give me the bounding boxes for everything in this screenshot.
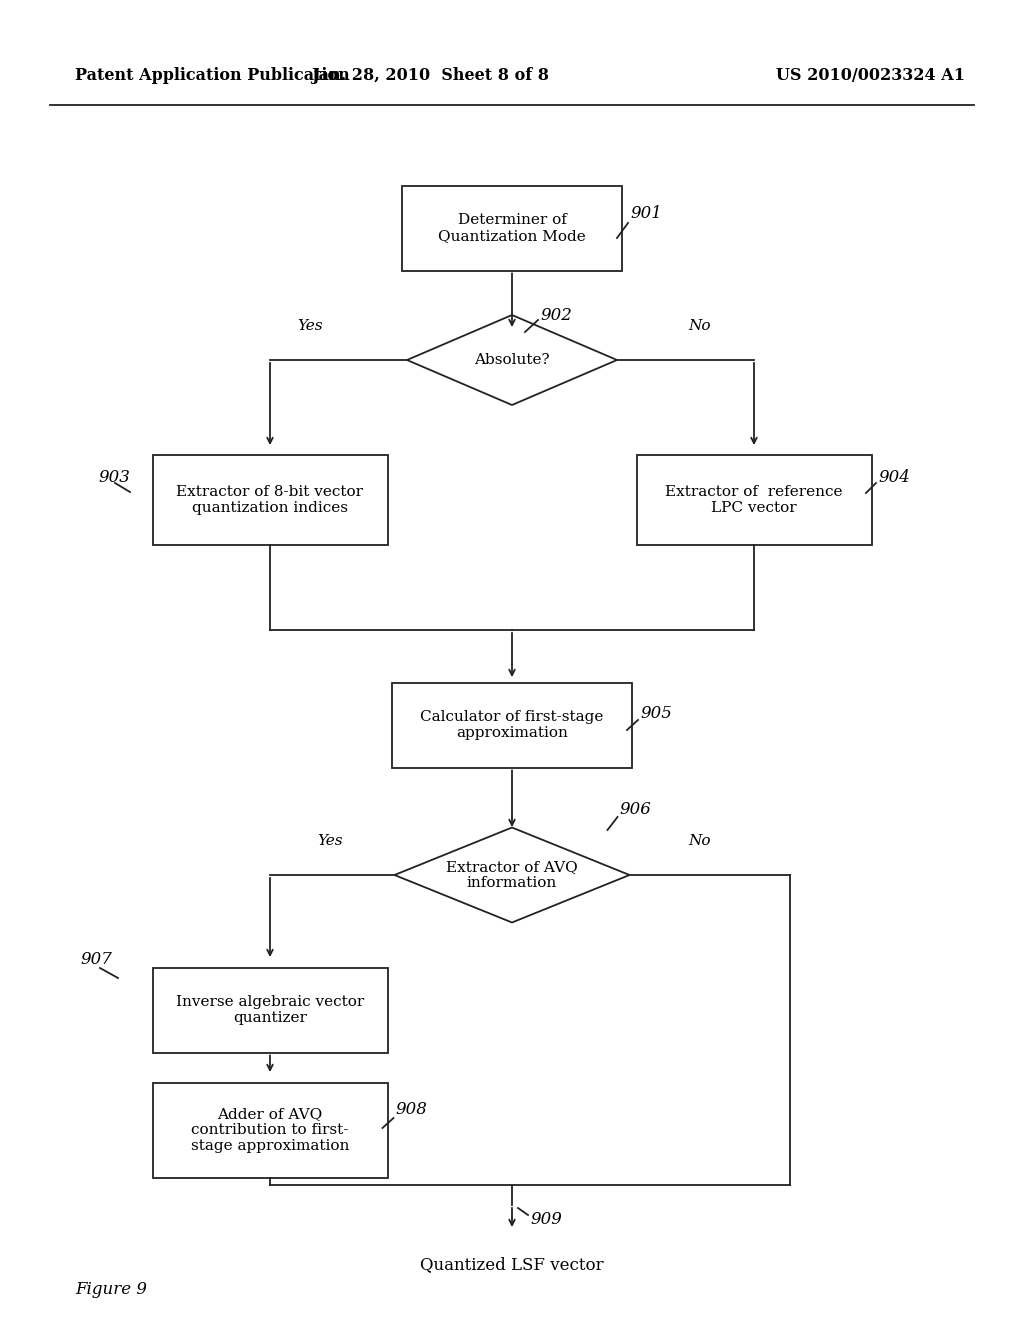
Text: 905: 905 [640, 705, 672, 722]
Text: 906: 906 [620, 801, 651, 818]
Text: Yes: Yes [317, 834, 343, 847]
Text: Quantized LSF vector: Quantized LSF vector [420, 1257, 604, 1274]
Text: 908: 908 [395, 1101, 427, 1118]
Text: 907: 907 [80, 952, 112, 969]
Text: US 2010/0023324 A1: US 2010/0023324 A1 [775, 66, 965, 83]
Bar [153, 968, 387, 1052]
Text: Inverse algebraic vector
quantizer: Inverse algebraic vector quantizer [176, 995, 365, 1026]
Bar [637, 455, 871, 545]
Text: Extractor of  reference
LPC vector: Extractor of reference LPC vector [666, 484, 843, 515]
Text: 909: 909 [530, 1212, 562, 1229]
Text: 903: 903 [98, 470, 130, 487]
Text: 902: 902 [540, 306, 571, 323]
Bar [402, 186, 622, 271]
Polygon shape [394, 828, 630, 923]
Text: Extractor of AVQ
information: Extractor of AVQ information [446, 859, 578, 890]
Text: No: No [689, 319, 712, 333]
Text: Calculator of first-stage
approximation: Calculator of first-stage approximation [420, 710, 604, 741]
Bar [153, 1082, 387, 1177]
Text: No: No [689, 834, 712, 847]
Text: 904: 904 [878, 470, 910, 487]
Text: Jan. 28, 2010  Sheet 8 of 8: Jan. 28, 2010 Sheet 8 of 8 [311, 66, 549, 83]
Text: Adder of AVQ
contribution to first-
stage approximation: Adder of AVQ contribution to first- stag… [190, 1106, 349, 1154]
Polygon shape [407, 315, 617, 405]
Text: Patent Application Publication: Patent Application Publication [75, 66, 350, 83]
Text: Determiner of
Quantization Mode: Determiner of Quantization Mode [438, 213, 586, 243]
Text: Figure 9: Figure 9 [75, 1282, 147, 1299]
Bar [392, 682, 632, 767]
Text: 901: 901 [630, 205, 662, 222]
Text: Yes: Yes [297, 319, 323, 333]
Text: Absolute?: Absolute? [474, 352, 550, 367]
Bar [153, 455, 387, 545]
Text: Extractor of 8-bit vector
quantization indices: Extractor of 8-bit vector quantization i… [176, 484, 364, 515]
